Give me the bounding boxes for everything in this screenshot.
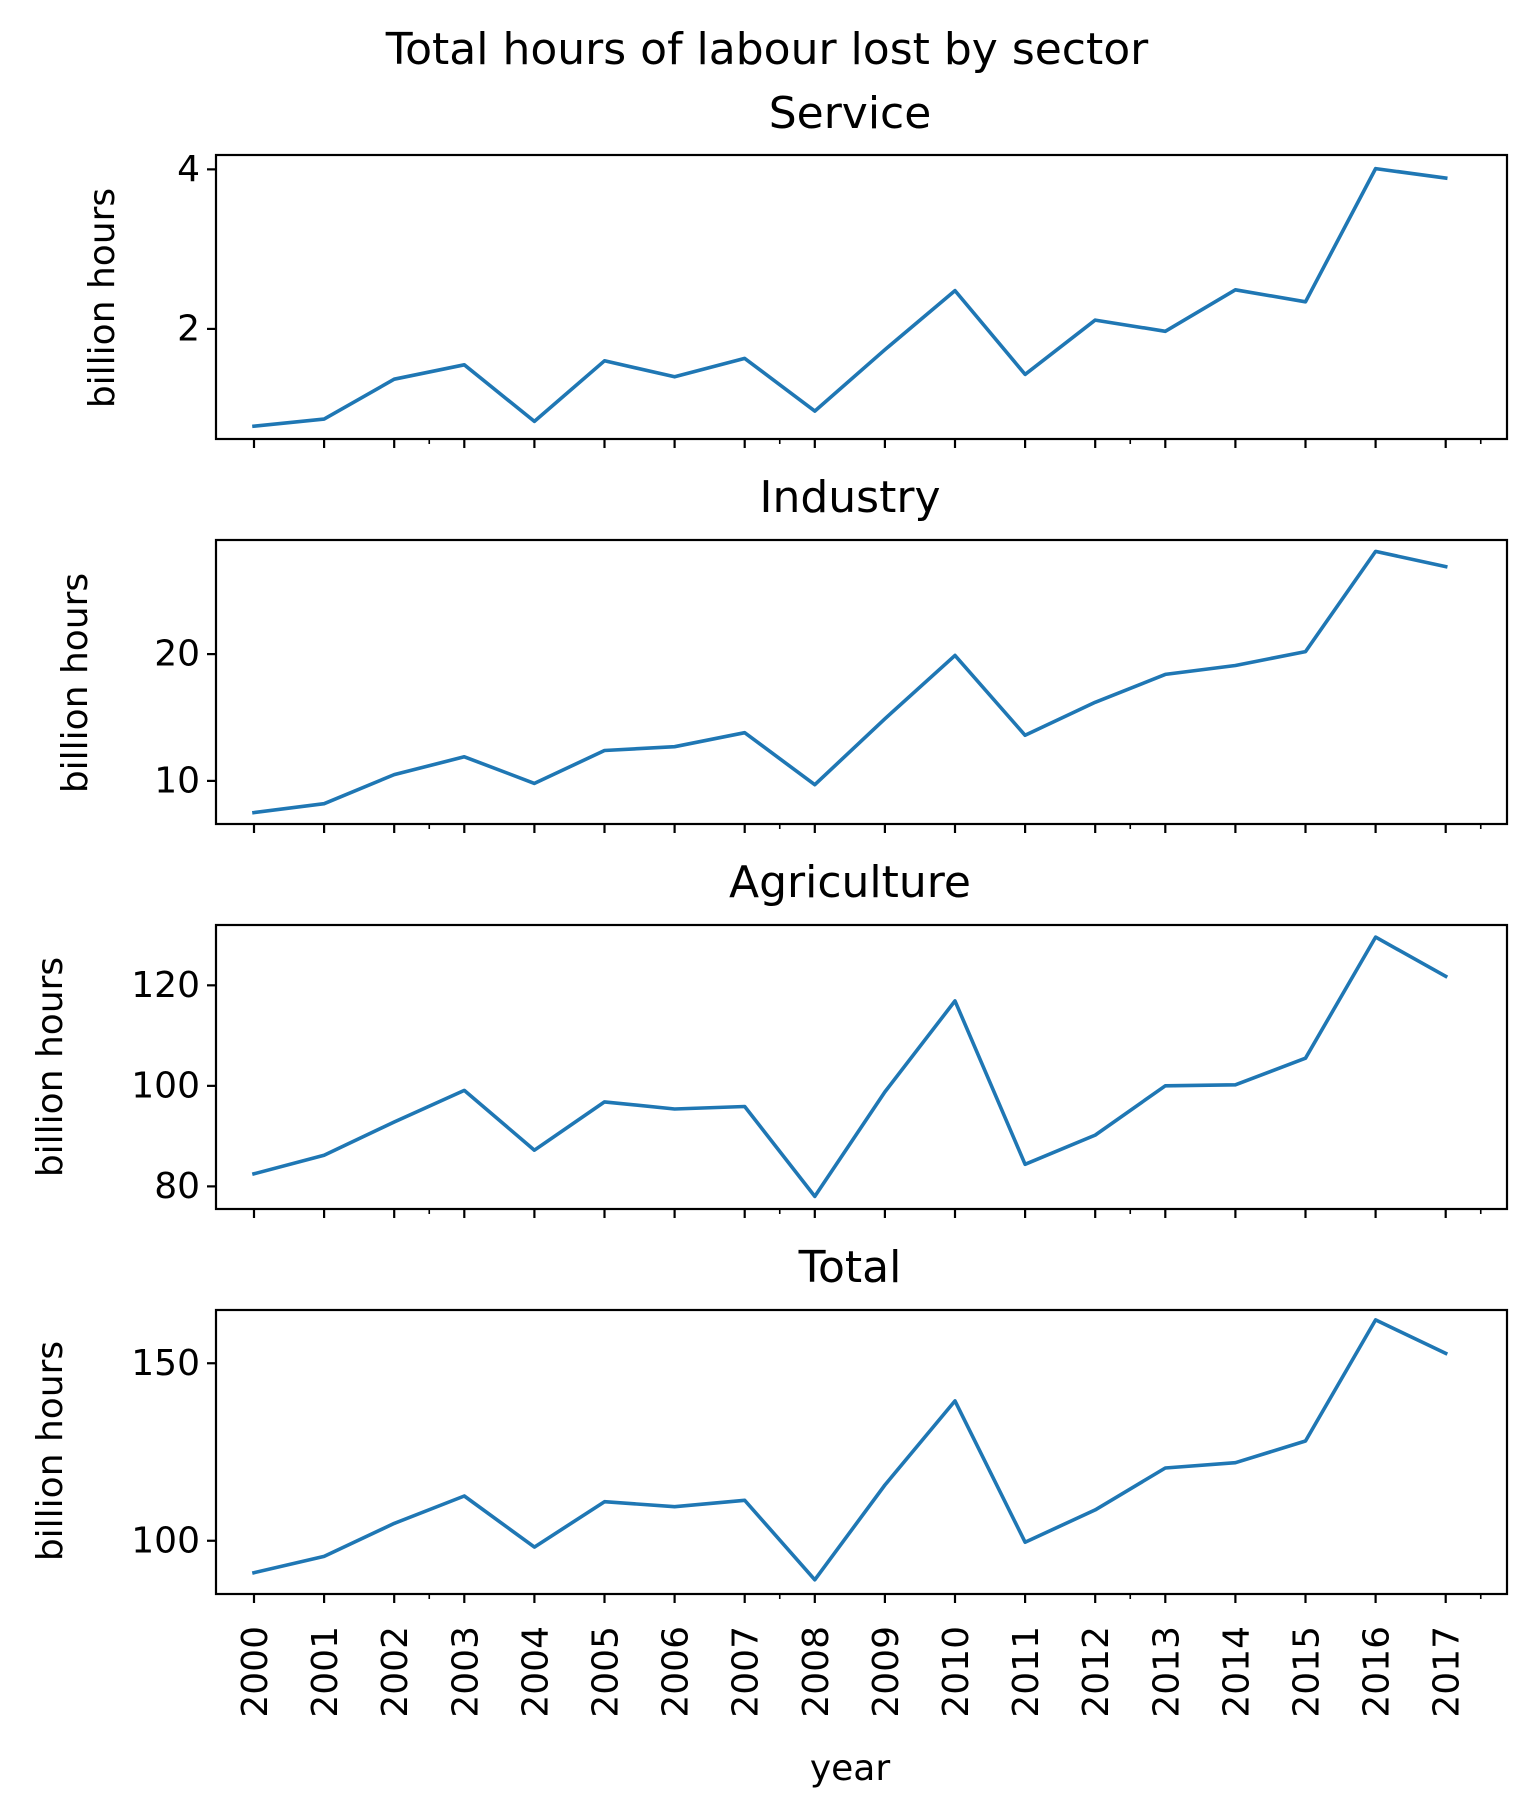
panel-service: Service billion hours 24 bbox=[82, 88, 1509, 448]
x-tick-label-2017: 2017 bbox=[1427, 1626, 1468, 1718]
x-tick-label-2013: 2013 bbox=[1146, 1626, 1187, 1718]
x-tick-label-2015: 2015 bbox=[1287, 1626, 1328, 1718]
x-tick-label-2001: 2001 bbox=[305, 1626, 346, 1718]
y-axis-label-industry: billion hours bbox=[55, 573, 96, 793]
axes-frame-industry bbox=[214, 538, 1509, 826]
y-tick-label-service-4: 4 bbox=[177, 149, 200, 190]
axes-frame-service bbox=[214, 153, 1509, 441]
x-axis-tick-labels: 2000 2001 2002 2003 2004 2005 2006 2007 2008 2009… bbox=[235, 1626, 1468, 1718]
panel-title-industry: Industry bbox=[760, 472, 941, 523]
panel-title-agriculture: Agriculture bbox=[729, 857, 971, 908]
y-axis-label-agriculture: billion hours bbox=[30, 957, 71, 1177]
x-tick-label-2003: 2003 bbox=[445, 1626, 486, 1718]
x-tick-label-2009: 2009 bbox=[866, 1626, 907, 1718]
x-tick-label-2000: 2000 bbox=[235, 1626, 276, 1718]
plot-area-agriculture: 80 100 120 bbox=[131, 935, 1482, 1218]
y-tick-label-agriculture-100: 100 bbox=[131, 1065, 200, 1106]
y-tick-label-total-100: 100 bbox=[131, 1520, 200, 1561]
x-tick-label-2002: 2002 bbox=[375, 1626, 416, 1718]
x-tick-label-2011: 2011 bbox=[1006, 1626, 1047, 1718]
series-line-service bbox=[252, 166, 1448, 429]
plot-area-service: 24 bbox=[177, 149, 1482, 448]
y-tick-label-service-2: 2 bbox=[177, 308, 200, 349]
axes-frame-agriculture bbox=[214, 923, 1509, 1211]
series-line-agriculture bbox=[251, 935, 1449, 1199]
x-tick-label-2014: 2014 bbox=[1216, 1626, 1257, 1718]
panel-title-service: Service bbox=[769, 88, 932, 139]
x-tick-label-2004: 2004 bbox=[515, 1626, 556, 1718]
series-line-industry bbox=[251, 549, 1448, 815]
x-tick-label-2005: 2005 bbox=[586, 1626, 627, 1718]
panel-title-total: Total bbox=[798, 1242, 902, 1293]
x-tick-label-2008: 2008 bbox=[796, 1626, 837, 1718]
axes-frame-total bbox=[214, 1308, 1509, 1596]
y-axis-label-service: billion hours bbox=[82, 188, 123, 408]
x-tick-label-2016: 2016 bbox=[1357, 1626, 1398, 1718]
panel-total: Total billion hours 100 150 bbox=[30, 1242, 1509, 1603]
x-axis-label: year bbox=[810, 1748, 891, 1789]
chart-title: Total hours of labour lost by sector bbox=[385, 24, 1149, 75]
x-tick-label-2012: 2012 bbox=[1076, 1626, 1117, 1718]
panel-agriculture: Agriculture billion hours 80 100 120 bbox=[30, 857, 1509, 1218]
x-tick-label-2007: 2007 bbox=[726, 1626, 767, 1718]
plot-area-industry: 10 20 bbox=[154, 549, 1482, 833]
y-tick-label-industry-10: 10 bbox=[154, 760, 200, 801]
y-axis-label-total: billion hours bbox=[30, 1341, 71, 1561]
panel-industry: Industry billion hours 10 20 bbox=[55, 472, 1509, 833]
y-tick-label-agriculture-120: 120 bbox=[131, 965, 200, 1006]
x-tick-label-2006: 2006 bbox=[656, 1626, 697, 1718]
y-tick-label-agriculture-80: 80 bbox=[154, 1166, 200, 1207]
y-tick-label-total-150: 150 bbox=[131, 1343, 200, 1384]
plot-area-total: 100 150 bbox=[131, 1318, 1482, 1603]
x-tick-label-2010: 2010 bbox=[936, 1626, 977, 1718]
y-tick-label-industry-20: 20 bbox=[154, 634, 200, 675]
series-line-total bbox=[251, 1318, 1449, 1582]
